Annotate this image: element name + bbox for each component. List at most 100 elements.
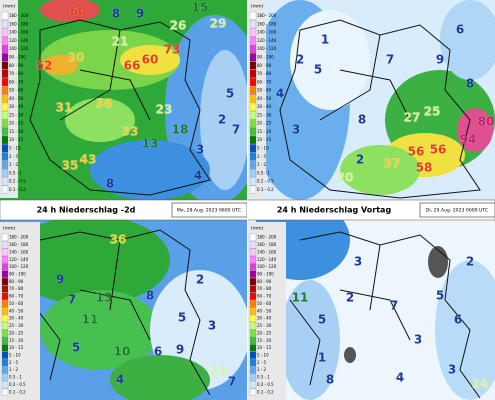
- legend-unit: (mm): [251, 226, 264, 232]
- legend-label: 80 - 90: [9, 63, 24, 68]
- legend-label: 1 - 2: [9, 162, 19, 167]
- map-value: 2: [466, 255, 474, 269]
- legend-label: 160 - 180: [257, 21, 277, 26]
- legend-swatch: [249, 78, 257, 87]
- legend-label: 15 - 20: [9, 129, 24, 134]
- legend-label: 0.5 - 1: [9, 170, 22, 175]
- legend-label: 15 - 20: [9, 338, 24, 343]
- legend-swatch: [249, 388, 257, 396]
- legend-swatch: [249, 28, 257, 37]
- legend-swatch: [1, 135, 9, 144]
- map-value: 15: [192, 1, 209, 15]
- map-value: 43: [80, 153, 97, 167]
- legend-label: 70 - 80: [257, 71, 272, 76]
- legend-label: 0.1 - 0.2: [9, 389, 26, 394]
- map-value: 9: [436, 53, 444, 67]
- legend-label: 15 - 20: [257, 338, 272, 343]
- legend-label: 140 - 160: [257, 249, 277, 254]
- legend-label: 140 - 160: [257, 30, 277, 35]
- legend-label: 120 - 140: [9, 38, 29, 43]
- legend-swatch: [249, 307, 257, 315]
- map-value: 80: [478, 115, 495, 129]
- legend-swatch: [249, 135, 257, 144]
- legend-swatch: [249, 336, 257, 345]
- legend-label: 100 - 120: [257, 46, 277, 51]
- legend-label: 1 - 2: [9, 367, 19, 372]
- legend-swatch: [249, 270, 257, 278]
- legend-label: 50 - 60: [9, 88, 24, 93]
- legend-swatch: [249, 278, 257, 286]
- legend-swatch: [249, 233, 257, 241]
- legend-swatch: [249, 322, 257, 330]
- legend-swatch: [1, 373, 9, 381]
- legend-swatch: [249, 36, 257, 45]
- legend-label: 25 - 30: [257, 112, 272, 117]
- legend-label: 90 - 100: [257, 272, 274, 277]
- legend-label: 0.2 - 0.5: [257, 382, 274, 387]
- legend-swatch: [249, 61, 257, 70]
- map-value: 36: [96, 97, 113, 111]
- map-value: 4: [396, 371, 404, 385]
- legend-swatch: [1, 160, 9, 169]
- legend-label: 140 - 160: [9, 249, 29, 254]
- legend-label: 100 - 120: [9, 46, 29, 51]
- legend-swatch: [249, 300, 257, 308]
- map-value: 10: [114, 345, 131, 359]
- legend-swatch: [1, 53, 9, 62]
- map-value: 11: [82, 313, 99, 327]
- legend-swatch: [1, 111, 9, 120]
- legend-label: 160 - 180: [9, 242, 29, 247]
- map-value: 8: [146, 289, 154, 303]
- legend-label: 2 - 5: [9, 154, 19, 159]
- map-value: 9: [176, 343, 184, 357]
- legend-swatch: [249, 160, 257, 169]
- legend-swatch: [1, 322, 9, 330]
- map-value: 58: [416, 161, 433, 175]
- map-value: 2: [196, 273, 204, 287]
- legend-swatch: [249, 111, 257, 120]
- legend-label: 5 - 10: [257, 146, 269, 151]
- map-value: 8: [358, 113, 366, 127]
- legend-swatch: [1, 69, 9, 78]
- legend-swatch: [1, 292, 9, 300]
- legend-swatch: [1, 61, 9, 70]
- map-value: 29: [210, 17, 227, 31]
- map-value: 5: [226, 87, 234, 101]
- legend-label: 180 - 200: [9, 235, 29, 240]
- legend-label: 2 - 5: [257, 360, 267, 365]
- panel-title: 24 h Niederschlag -2d: [37, 206, 136, 215]
- legend-label: 0.2 - 0.5: [257, 179, 274, 184]
- legend-label: 0.2 - 0.5: [9, 382, 26, 387]
- legend-swatch: [249, 344, 257, 352]
- map-value: 7: [68, 293, 76, 307]
- legend-label: 10 - 15: [9, 345, 24, 350]
- map-value: 3: [414, 333, 422, 347]
- legend-swatch: [249, 53, 257, 62]
- map-value: 9: [136, 7, 144, 21]
- legend-unit: (mm): [251, 4, 264, 10]
- legend-swatch: [1, 177, 9, 186]
- map-value: 73: [164, 43, 181, 57]
- map-background: [248, 0, 495, 200]
- legend-label: 0.1 - 0.2: [9, 187, 26, 192]
- map-value: 8: [112, 7, 120, 21]
- map-value: 5: [436, 289, 444, 303]
- legend-swatch: [249, 102, 257, 111]
- legend-label: 30 - 40: [257, 104, 272, 109]
- legend-swatch: [249, 255, 257, 264]
- legend-label: 20 - 25: [257, 121, 272, 126]
- map-value: 4: [194, 169, 202, 183]
- legend-label: 60 - 70: [9, 79, 24, 84]
- legend-label: 120 - 140: [9, 257, 29, 262]
- legend-label: 2 - 5: [257, 154, 267, 159]
- legend-label: 90 - 100: [257, 55, 274, 60]
- legend-swatch: [249, 20, 257, 29]
- map-value: 13: [96, 291, 113, 305]
- legend-label: 25 - 30: [9, 323, 24, 328]
- legend-label: 140 - 160: [9, 30, 29, 35]
- legend-swatch: [1, 86, 9, 95]
- legend-label: 60 - 70: [9, 294, 24, 299]
- legend-label: 2 - 5: [9, 360, 19, 365]
- legend-swatch: [249, 119, 257, 128]
- legend-label: 0.1 - 0.2: [257, 187, 274, 192]
